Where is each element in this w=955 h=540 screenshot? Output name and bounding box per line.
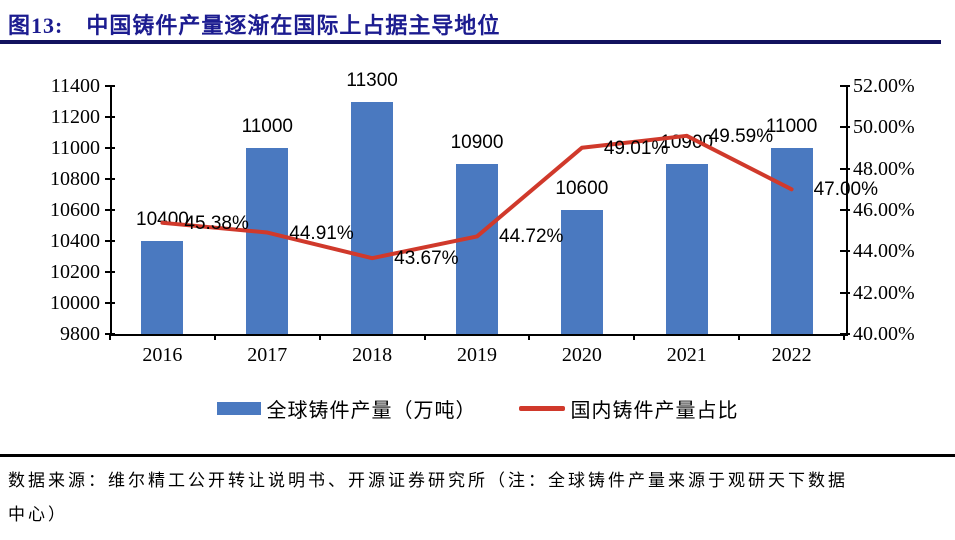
- line-value-label: 49.59%: [708, 125, 774, 147]
- y-axis-left-tick-label: 11000: [50, 137, 100, 159]
- bar: [246, 148, 289, 334]
- y-axis-right-tick-mark: [840, 126, 850, 129]
- x-axis-tick-mark: [738, 334, 741, 340]
- x-axis-category-label: 2016: [142, 344, 183, 366]
- legend-line-label: 国内铸件产量占比: [570, 400, 739, 422]
- y-axis-right-tick-label: 46.00%: [853, 199, 915, 221]
- figure-title: 图13: 中国铸件产量逐渐在国际上占据主导地位: [8, 13, 501, 38]
- plot-area: [110, 86, 848, 336]
- bar: [351, 101, 394, 334]
- y-axis-right-tick-mark: [840, 291, 850, 294]
- y-axis-right-tick-mark: [840, 167, 850, 170]
- x-axis-category-label: 2017: [247, 344, 288, 366]
- y-axis-left-tick-mark: [105, 116, 115, 118]
- x-axis-tick-mark: [528, 334, 531, 340]
- y-axis-right-tick-label: 52.00%: [853, 75, 915, 97]
- x-axis-tick-mark: [423, 334, 426, 340]
- bar-value-label: 10600: [555, 178, 609, 199]
- chart-legend: 全球铸件产量（万吨） 国内铸件产量占比: [0, 394, 955, 423]
- y-axis-right-tick-label: 40.00%: [853, 323, 915, 345]
- combo-chart: 11400 11200 11000 10800 10600 10400 10200 10000…: [50, 69, 915, 366]
- line-value-label: 49.01%: [603, 137, 669, 159]
- y-axis-right-tick-label: 48.00%: [853, 157, 915, 180]
- line-value-label: 44.91%: [289, 222, 354, 244]
- y-axis-right-tick-label: 42.00%: [853, 281, 915, 304]
- bar: [665, 163, 708, 334]
- x-axis-tick-mark: [109, 334, 111, 340]
- y-axis-left-tick-mark: [105, 302, 115, 304]
- bar-value-label: 11300: [346, 69, 398, 91]
- legend-item-bar: 全球铸件产量（万吨）: [216, 394, 477, 423]
- y-axis-left-tick-mark: [105, 240, 115, 242]
- y-axis-left-tick-label: 11200: [50, 106, 100, 128]
- legend-bar-label: 全球铸件产量（万吨）: [266, 400, 477, 422]
- y-axis-right-tick-mark: [840, 209, 850, 211]
- bar-series-swatch: [216, 402, 261, 415]
- line-series: [160, 133, 794, 261]
- data-source-line2: 中心）: [8, 505, 68, 524]
- y-axis-right-tick-mark: [840, 85, 850, 87]
- line-series-swatch: [518, 406, 565, 411]
- line-value-label: 45.38%: [184, 212, 249, 234]
- x-axis-category-label: 2019: [457, 344, 497, 366]
- x-axis-tick-mark: [843, 334, 845, 340]
- y-axis-left-tick-mark: [105, 271, 115, 273]
- x-axis-category-label: 2022: [771, 344, 812, 366]
- y-axis-left-tick-label: 10800: [50, 168, 100, 190]
- y-axis-right-tick-mark: [840, 250, 850, 253]
- y-axis-left-tick-mark: [105, 147, 115, 149]
- line-series-path: [160, 133, 794, 261]
- x-axis-tick-mark: [213, 334, 216, 340]
- bar-value-label: 11000: [765, 116, 818, 137]
- x-axis-tick-mark: [318, 334, 321, 340]
- data-source-line1: 数据来源：维尔精工公开转让说明书、开源证券研究所（注：全球铸件产量来源于观研天下…: [8, 471, 848, 490]
- bar-value-label: 11000: [241, 116, 293, 137]
- y-axis-left-tick-label: 11400: [50, 75, 100, 97]
- legend-item-line: 国内铸件产量占比: [518, 394, 739, 423]
- y-axis-right-tick-label: 44.00%: [853, 240, 915, 263]
- y-axis-left-tick-label: 9800: [60, 323, 100, 345]
- x-axis-tick-mark: [633, 334, 636, 340]
- x-axis-category-label: 2021: [666, 344, 707, 366]
- bar: [141, 241, 184, 334]
- y-axis-left-tick-mark: [105, 178, 115, 180]
- y-axis-left-tick-label: 10400: [50, 230, 100, 252]
- x-axis-category-label: 2018: [352, 344, 393, 366]
- y-axis-left-tick-mark: [105, 85, 115, 87]
- y-axis-left-tick-label: 10000: [50, 292, 100, 314]
- y-axis-left-tick-mark: [105, 209, 115, 211]
- y-axis-left-tick-label: 10200: [50, 261, 100, 283]
- y-axis-right-tick-mark: [840, 333, 850, 335]
- title-underline: [0, 40, 941, 44]
- y-axis-left-tick-label: 10600: [50, 199, 100, 221]
- bar-value-label: 10900: [450, 131, 504, 153]
- footer-divider: [0, 454, 955, 457]
- bar: [770, 148, 813, 334]
- bar: [456, 163, 498, 334]
- y-axis-right-tick-label: 50.00%: [853, 116, 915, 139]
- line-value-label: 44.72%: [499, 226, 564, 248]
- line-value-label: 47.00%: [813, 179, 879, 201]
- x-axis-category-label: 2020: [561, 344, 602, 366]
- line-value-label: 43.67%: [394, 248, 459, 270]
- bar: [560, 210, 603, 334]
